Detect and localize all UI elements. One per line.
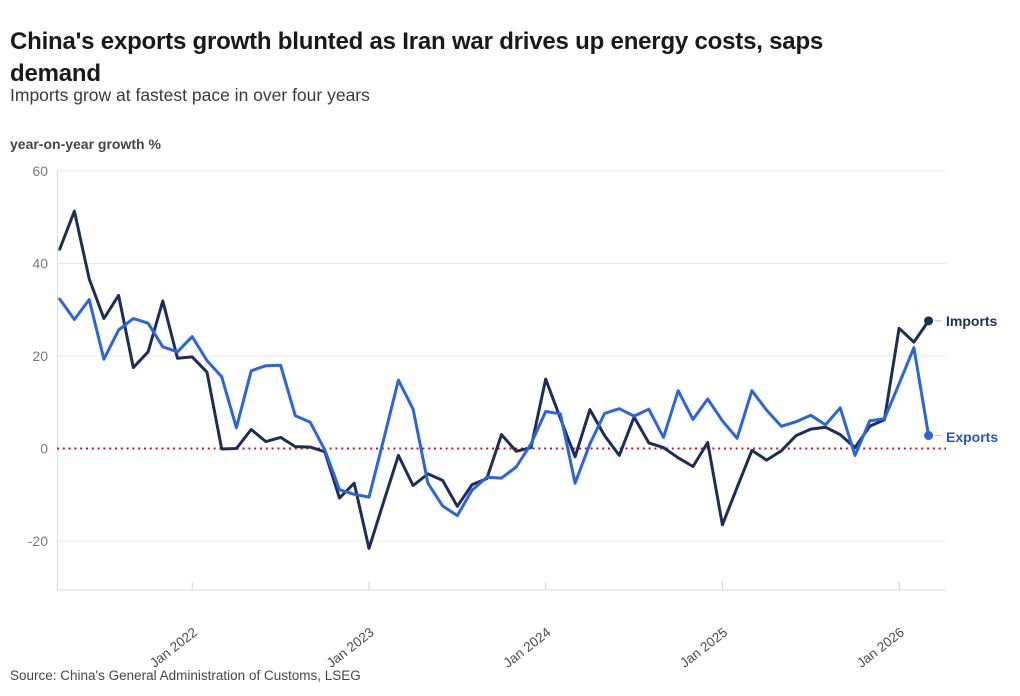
y-tick-label: 40 [32, 256, 48, 272]
exports-series-label: Exports [946, 429, 999, 445]
x-tick-label: Jan 2023 [324, 625, 377, 671]
page-title: China's exports growth blunted as Iran w… [10, 26, 1000, 90]
x-tick-label: Jan 2024 [501, 624, 554, 670]
title-line-2: demand [10, 60, 101, 88]
y-axis-unit-label: year-on-year growth % [10, 136, 161, 152]
exports-end-dot [924, 431, 934, 441]
imports-series-label: Imports [946, 313, 998, 329]
x-tick-label: Jan 2025 [677, 625, 730, 671]
source-attribution: Source: China's General Administration o… [10, 668, 361, 683]
exports-line [58, 297, 931, 518]
title-line-1: China's exports growth blunted as Iran w… [10, 28, 824, 56]
y-tick-label: 60 [32, 163, 48, 179]
chart-subtitle: Imports grow at fastest pace in over fou… [10, 85, 370, 105]
y-tick-label: 20 [32, 348, 48, 364]
y-tick-label: -20 [28, 533, 48, 549]
imports-line [58, 209, 931, 550]
x-tick-label: Jan 2022 [147, 625, 200, 671]
y-tick-label: 0 [40, 441, 48, 457]
x-tick-label: Jan 2026 [854, 625, 907, 671]
imports-end-dot [924, 316, 934, 326]
